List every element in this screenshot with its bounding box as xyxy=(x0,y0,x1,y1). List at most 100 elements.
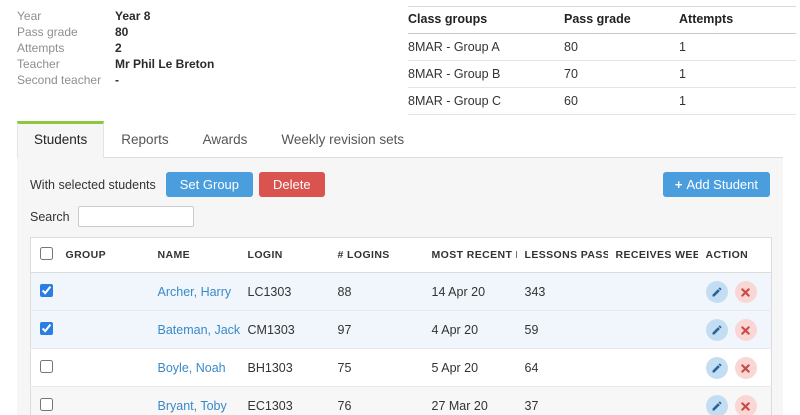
num-logins-cell: 76 xyxy=(329,386,424,415)
class-group-row: 8MAR - Group C 60 1 xyxy=(408,87,796,115)
class-group-pass-grade: 80 xyxy=(564,33,679,61)
info-label: Pass grade xyxy=(17,25,78,39)
lessons-passed-cell: 343 xyxy=(516,272,608,311)
column-header: MOST RECENT L... xyxy=(423,237,517,273)
login-cell: LC1303 xyxy=(239,272,330,311)
select-all-checkbox[interactable] xyxy=(40,247,53,260)
column-header: ACTION xyxy=(697,237,772,273)
row-checkbox[interactable] xyxy=(40,360,53,373)
delete-button[interactable]: Delete xyxy=(259,172,325,197)
login-cell: BH1303 xyxy=(239,348,330,387)
student-name-link[interactable]: Boyle, Noah xyxy=(157,361,226,375)
lessons-passed-cell: 37 xyxy=(516,386,608,415)
delete-icon[interactable] xyxy=(734,281,757,303)
tab[interactable]: Students xyxy=(17,121,105,158)
class-group-attempts: 1 xyxy=(679,60,796,88)
class-group-pass-grade: 60 xyxy=(564,87,679,115)
search-input[interactable] xyxy=(77,206,194,227)
group-cell xyxy=(57,348,150,387)
name-cell: Bryant, Toby xyxy=(149,386,240,415)
info-row: Second teacher - xyxy=(17,72,397,88)
name-cell: Boyle, Noah xyxy=(149,348,240,387)
edit-icon[interactable] xyxy=(705,395,728,415)
students-panel: With selected students Set Group Delete … xyxy=(17,158,783,415)
info-row: Attempts 2 xyxy=(17,40,397,56)
add-student-button[interactable]: + Add Student xyxy=(662,172,770,197)
tab[interactable]: Weekly revision sets xyxy=(281,132,405,147)
edit-icon[interactable] xyxy=(705,357,728,379)
class-group-attempts: 1 xyxy=(679,33,796,61)
column-header: GROUP xyxy=(57,237,150,273)
info-value: 80 xyxy=(115,25,129,39)
row-checkbox-cell xyxy=(30,386,58,415)
most-recent-login-cell: 27 Mar 20 xyxy=(423,386,517,415)
action-cell xyxy=(697,310,772,349)
select-all-header-cell xyxy=(30,237,58,273)
plus-icon: + xyxy=(674,177,683,192)
class-groups-table: Class groups Pass grade Attempts 8MAR - … xyxy=(408,6,796,115)
tab[interactable]: Awards xyxy=(202,132,248,147)
info-row: Year Year 8 xyxy=(17,8,397,24)
search-label: Search xyxy=(30,209,70,224)
row-checkbox-cell xyxy=(30,310,58,349)
student-name-link[interactable]: Bryant, Toby xyxy=(157,399,227,413)
name-cell: Archer, Harry xyxy=(149,272,240,311)
column-header: # LOGINS xyxy=(329,237,424,273)
search-row: Search xyxy=(30,206,770,227)
toolbar: With selected students Set Group Delete … xyxy=(30,172,770,197)
class-info-block: Year Year 8 Pass grade 80 Attempts 2 Tea… xyxy=(17,6,397,115)
class-group-name: 8MAR - Group B xyxy=(408,60,564,88)
student-name-link[interactable]: Bateman, Jack xyxy=(157,323,240,337)
class-group-name: 8MAR - Group A xyxy=(408,33,564,61)
class-group-attempts: 1 xyxy=(679,87,796,115)
row-checkbox[interactable] xyxy=(40,322,53,335)
set-group-button[interactable]: Set Group xyxy=(165,172,254,197)
delete-icon[interactable] xyxy=(734,395,757,415)
group-cell xyxy=(57,310,150,349)
class-group-name: 8MAR - Group C xyxy=(408,87,564,115)
num-logins-cell: 97 xyxy=(329,310,424,349)
column-header: LESSONS PASSED xyxy=(516,237,608,273)
students-header-row: GROUP NAME LOGIN # LOGINS MOST RECENT L.… xyxy=(30,237,772,273)
info-label: Second teacher xyxy=(17,73,102,87)
lessons-passed-cell: 59 xyxy=(516,310,608,349)
row-checkbox[interactable] xyxy=(40,284,53,297)
class-groups-header: Class groups xyxy=(408,6,564,34)
column-header: NAME xyxy=(149,237,240,273)
delete-icon[interactable] xyxy=(734,319,757,341)
group-cell xyxy=(57,272,150,311)
column-header: RECEIVES WEEKL... xyxy=(607,237,698,273)
info-label: Year xyxy=(17,9,42,23)
login-cell: EC1303 xyxy=(239,386,330,415)
most-recent-login-cell: 4 Apr 20 xyxy=(423,310,517,349)
delete-icon[interactable] xyxy=(734,357,757,379)
class-group-row: 8MAR - Group B 70 1 xyxy=(408,60,796,88)
edit-icon[interactable] xyxy=(705,281,728,303)
edit-icon[interactable] xyxy=(705,319,728,341)
lessons-passed-cell: 64 xyxy=(516,348,608,387)
info-label: Teacher xyxy=(17,57,60,71)
info-label: Attempts xyxy=(17,41,65,55)
info-value: 2 xyxy=(115,41,122,55)
student-row: Boyle, Noah BH1303 75 5 Apr 20 64 xyxy=(30,348,772,387)
num-logins-cell: 75 xyxy=(329,348,424,387)
receives-weekly-cell xyxy=(607,272,698,311)
tab[interactable]: Reports xyxy=(121,132,169,147)
class-groups-header: Attempts xyxy=(679,6,796,34)
tab-bar: Students Reports Awards Weekly revision … xyxy=(17,121,783,158)
class-group-pass-grade: 70 xyxy=(564,60,679,88)
info-row: Teacher Mr Phil Le Breton xyxy=(17,56,397,72)
row-checkbox[interactable] xyxy=(40,398,53,411)
action-cell xyxy=(697,386,772,415)
row-checkbox-cell xyxy=(30,348,58,387)
column-header: LOGIN xyxy=(239,237,330,273)
summary-section: Year Year 8 Pass grade 80 Attempts 2 Tea… xyxy=(0,0,800,115)
student-row: Archer, Harry LC1303 88 14 Apr 20 343 xyxy=(30,272,772,311)
students-table: GROUP NAME LOGIN # LOGINS MOST RECENT L.… xyxy=(30,237,772,415)
info-value: - xyxy=(115,73,119,87)
student-row: Bryant, Toby EC1303 76 27 Mar 20 37 xyxy=(30,386,772,415)
name-cell: Bateman, Jack xyxy=(149,310,240,349)
receives-weekly-cell xyxy=(607,348,698,387)
with-selected-label: With selected students xyxy=(30,177,156,192)
student-name-link[interactable]: Archer, Harry xyxy=(157,285,232,299)
